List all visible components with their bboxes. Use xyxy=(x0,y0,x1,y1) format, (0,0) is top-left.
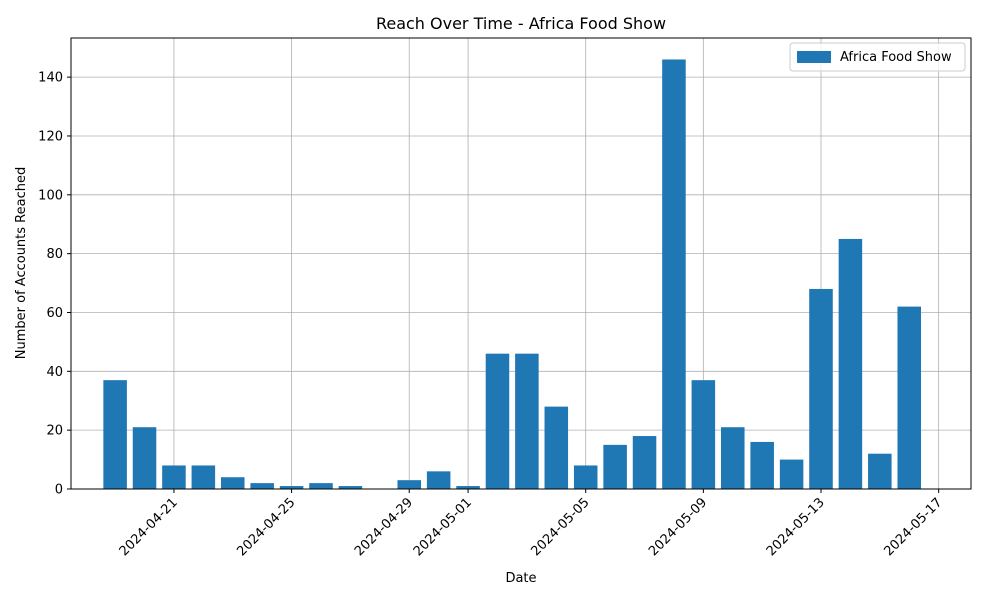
legend: Africa Food Show xyxy=(789,42,966,72)
bar xyxy=(132,427,157,489)
bar xyxy=(338,486,363,489)
y-axis-label: Number of Accounts Reached xyxy=(14,167,29,359)
bar xyxy=(485,353,510,489)
x-tick-label: 2024-04-25 xyxy=(234,495,298,559)
x-tick-label: 2024-05-05 xyxy=(528,495,592,559)
bar xyxy=(691,380,716,489)
bar xyxy=(309,483,333,489)
legend-label: Africa Food Show xyxy=(840,50,952,65)
bar xyxy=(544,406,569,489)
y-tick-label: 80 xyxy=(46,247,63,262)
bars xyxy=(103,59,921,489)
y-tick-label: 120 xyxy=(38,129,63,144)
x-tick-label: 2024-05-09 xyxy=(646,495,710,559)
y-tick-label: 20 xyxy=(46,424,63,439)
bar xyxy=(162,465,186,489)
y-tick-label: 140 xyxy=(38,71,63,86)
bar xyxy=(250,483,274,489)
bar xyxy=(603,444,627,489)
x-tick-label: 2024-05-13 xyxy=(764,495,828,559)
bar xyxy=(191,465,216,489)
y-tick-label: 60 xyxy=(46,306,63,321)
legend-swatch xyxy=(797,51,831,63)
x-tick-label: 2024-04-29 xyxy=(352,495,416,559)
bar xyxy=(456,486,480,489)
bar xyxy=(838,238,863,489)
y-tick-label: 100 xyxy=(38,188,63,203)
y-tick-label: 40 xyxy=(46,365,63,380)
x-tick-label: 2024-05-17 xyxy=(881,495,945,559)
x-axis-label: Date xyxy=(505,571,536,586)
bar xyxy=(279,486,304,489)
bar xyxy=(515,353,539,489)
bar xyxy=(809,288,833,489)
bar xyxy=(397,480,421,489)
bar xyxy=(632,436,657,489)
chart-title: Reach Over Time - Africa Food Show xyxy=(376,14,666,33)
bar xyxy=(221,477,245,489)
bar xyxy=(750,441,774,489)
y-tick-label: 0 xyxy=(55,483,63,498)
bar xyxy=(897,306,921,489)
x-tick-label: 2024-04-21 xyxy=(117,495,181,559)
bar xyxy=(779,459,804,489)
x-tick-label: 2024-05-01 xyxy=(411,495,475,559)
bar xyxy=(426,471,451,489)
plot-frame xyxy=(70,37,972,490)
bar xyxy=(721,427,745,489)
bar xyxy=(868,453,892,489)
bar xyxy=(573,465,598,489)
bar xyxy=(662,59,686,489)
bar xyxy=(103,380,127,489)
legend-box xyxy=(789,42,966,72)
